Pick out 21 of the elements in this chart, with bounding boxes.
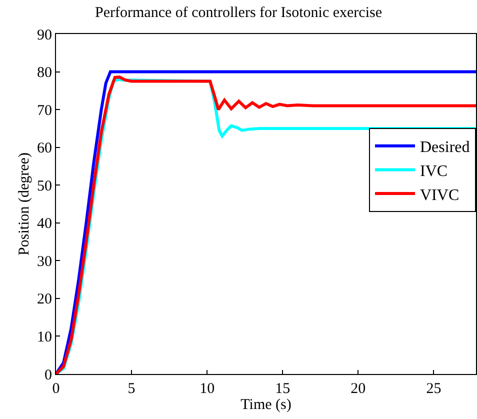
y-axis-title: Position (degree) <box>16 152 32 256</box>
y-tick-label: 40 <box>37 216 52 232</box>
y-tick-label: 30 <box>37 254 52 270</box>
chart-title: Performance of controllers for Isotonic exercise <box>95 4 382 21</box>
y-tick-label: 60 <box>37 140 52 157</box>
y-tick-label: 90 <box>37 27 52 44</box>
x-axis-title: Time (s) <box>240 397 292 413</box>
x-tick-label: 5 <box>128 381 136 397</box>
x-tick-label: 20 <box>350 381 366 397</box>
y-tick-label: 80 <box>37 65 52 82</box>
legend-label: VIVC <box>420 186 460 204</box>
x-tick-label: 25 <box>426 381 442 397</box>
x-tick-label: 15 <box>275 381 290 397</box>
legend-label: Desired <box>420 139 470 156</box>
y-tick-label: 50 <box>37 178 52 194</box>
y-tick-label: 70 <box>37 102 52 119</box>
legend-label: IVC <box>420 162 448 180</box>
y-tick-label: 0 <box>44 367 52 384</box>
y-tick-label: 10 <box>37 329 52 346</box>
y-tick-label: 20 <box>37 292 52 308</box>
x-tick-label: 10 <box>200 381 215 397</box>
